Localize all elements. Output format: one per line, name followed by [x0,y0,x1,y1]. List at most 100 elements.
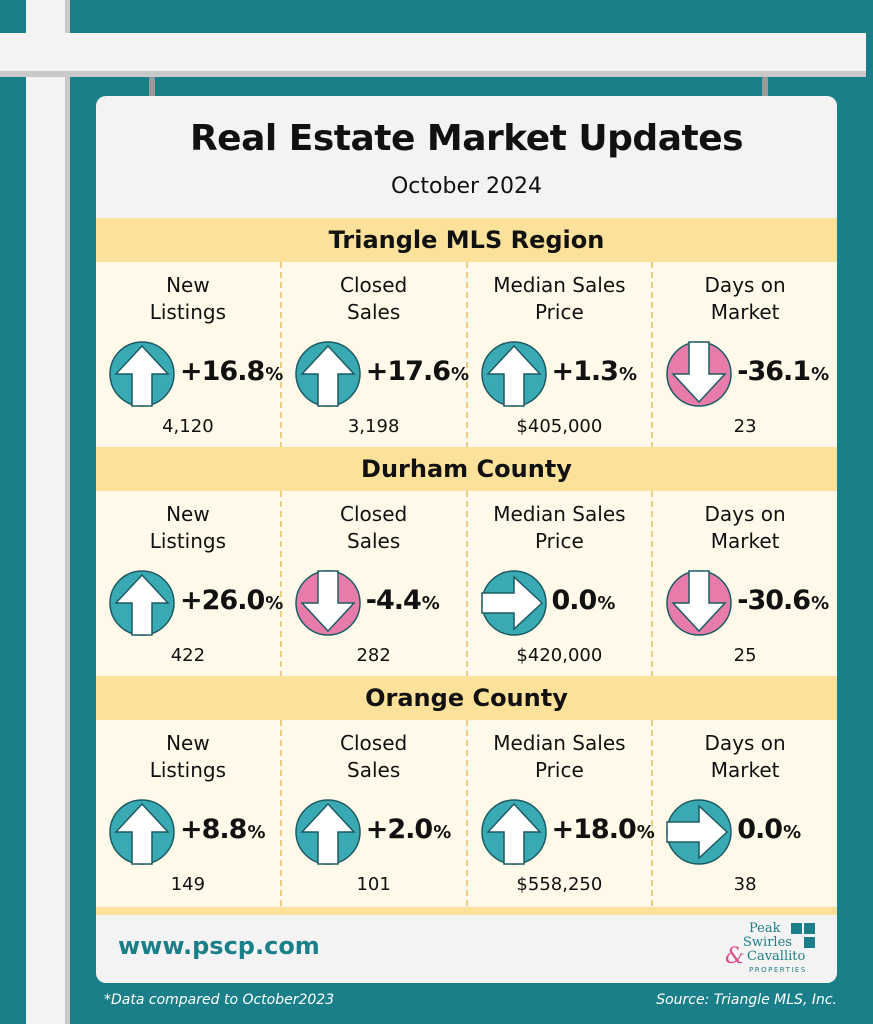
arrow-up-icon [480,799,547,865]
page-title: Real Estate Market Updates [189,118,744,159]
stat-value: 282 [356,645,391,666]
arrow-up-icon [109,799,175,865]
stat-change: -4.4% [365,585,440,616]
percent-sign: % [597,593,615,614]
stat-label-line-2: Price [534,529,584,553]
logo-square-icon [804,937,815,948]
arrow-down-icon [666,570,732,636]
arrow-right-icon [480,570,547,636]
stat-value: 3,198 [347,416,400,437]
stat-label: Closed Sales [282,272,466,326]
stat-label: Median Sales Price [468,501,652,555]
stat-change-value: -36.1 [737,356,811,387]
stat-label-line-2: Listings [149,529,227,553]
arrow-down-icon [295,570,361,636]
percent-sign: % [783,822,801,843]
stat-label-line-2: Listings [149,758,227,782]
stat-card: Days on Market 0.0% 38 [653,720,837,906]
bottom-band [96,907,837,915]
stat-card: Median Sales Price +1.3% $405,000 [468,262,654,448]
stat-change-value: 0.0 [551,585,598,616]
stat-value: $405,000 [516,416,603,437]
stat-label: New Listings [96,272,280,326]
stat-label-line-2: Sales [347,758,401,782]
stat-label: Closed Sales [282,730,466,784]
stat-label: Median Sales Price [468,272,652,326]
stats-row: New Listings +8.8% 149 Closed Sales +2.0% 101 Me… [96,720,837,906]
stat-card: New Listings +8.8% 149 [96,720,282,906]
stat-label-line-1: Median Sales [493,273,626,297]
stat-label: New Listings [96,730,280,784]
stat-label-line-2: Market [710,529,780,553]
percent-sign: % [433,822,451,843]
stat-label: Closed Sales [282,501,466,555]
signpost-pole [26,0,70,1024]
stat-label-line-2: Listings [149,300,227,324]
arrow-down-icon [666,341,732,407]
logo-ampersand: & [725,944,745,969]
stat-card: Closed Sales +2.0% 101 [282,720,468,906]
stat-change: +26.0% [180,585,283,616]
stat-label-line-1: New [166,731,210,755]
stat-value: 25 [733,645,757,666]
stat-change-value: -4.4 [365,585,422,616]
stat-card: Closed Sales -4.4% 282 [282,491,468,677]
stat-change: +18.0% [552,814,655,845]
percent-sign: % [811,364,829,385]
stat-change: 0.0% [551,585,616,616]
stat-label-line-1: Closed [340,502,408,526]
stat-label-line-1: Days on [704,731,786,755]
stat-change-value: +2.0 [365,814,433,845]
stat-value: 4,120 [162,416,214,437]
stat-change-value: +8.8 [180,814,247,845]
stats-row: New Listings +26.0% 422 Closed Sales -4.4% 282 M… [96,491,837,677]
stat-change: +2.0% [365,814,452,845]
stat-value: 101 [356,874,391,895]
stat-label-line-1: Median Sales [493,731,626,755]
stat-label: New Listings [96,501,280,555]
sign-board: Real Estate Market Updates October 2024 … [96,96,837,983]
stat-change-value: -30.6 [737,585,811,616]
stat-change: -30.6% [737,585,829,616]
logo-line-3: Cavallito [747,949,806,964]
stat-change: +8.8% [180,814,266,845]
stat-label-line-2: Sales [347,300,401,324]
stat-value: 38 [733,874,757,895]
stat-label: Days on Market [653,272,837,326]
website-link[interactable]: www.pscp.com [118,932,320,960]
logo-square-icon [804,923,815,934]
stat-card: Median Sales Price +18.0% $558,250 [468,720,655,906]
stat-label-line-1: Days on [704,273,786,297]
stat-change-value: +17.6 [365,356,451,387]
percent-sign: % [265,593,283,614]
arrow-up-icon [295,799,361,865]
stat-card: Median Sales Price 0.0% $420,000 [468,491,654,677]
arrow-up-icon [109,341,175,407]
region-header: Triangle MLS Region [96,218,837,262]
stat-label-line-2: Market [710,300,780,324]
footnote: *Data compared to October2023 [104,992,335,1008]
stat-value: 23 [733,416,757,437]
percent-sign: % [636,822,655,843]
stat-change: -36.1% [737,356,829,387]
logo-line-2: Swirles [743,935,792,950]
stat-change: +1.3% [552,356,638,387]
stat-label: Days on Market [653,730,837,784]
stat-label: Days on Market [653,501,837,555]
logo-square-icon [791,923,802,934]
percent-sign: % [247,822,265,843]
stat-change-value: +26.0 [180,585,265,616]
stat-label-line-1: Closed [340,273,408,297]
region-header: Orange County [96,676,837,720]
stat-value: $420,000 [516,645,603,666]
stat-change-value: 0.0 [737,814,783,845]
stats-row: New Listings +16.8% 4,120 Closed Sales +17.6% 3… [96,262,837,448]
stat-label-line-1: Median Sales [493,502,626,526]
percent-sign: % [811,593,829,614]
stat-label-line-2: Price [534,300,584,324]
arrow-up-icon [480,341,547,407]
stat-value: 149 [170,874,206,895]
stat-card: Days on Market -30.6% 25 [653,491,837,677]
stat-label-line-2: Price [534,758,584,782]
stat-label-line-1: Days on [704,502,786,526]
